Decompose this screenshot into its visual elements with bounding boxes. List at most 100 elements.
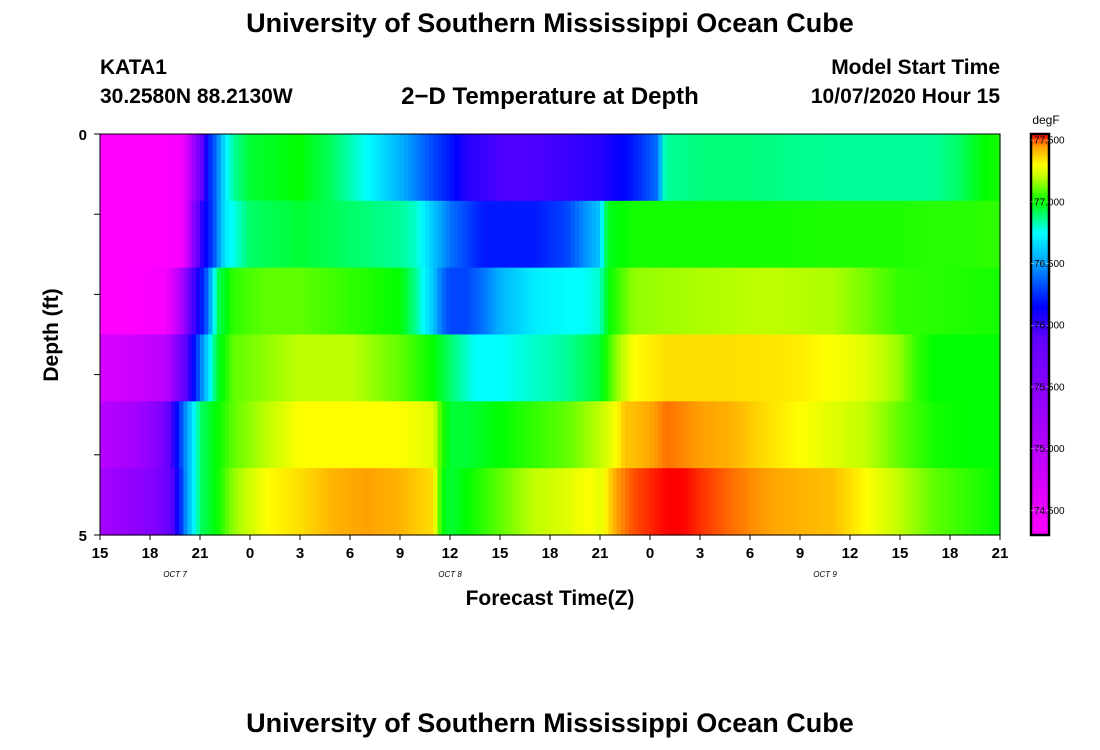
heatmap-cell (595, 401, 601, 469)
heatmap-cell (633, 134, 639, 202)
heatmap-cell (537, 401, 543, 469)
heatmap-cell (141, 267, 147, 336)
heatmap-cell (720, 468, 726, 536)
heatmap-cell (425, 468, 430, 536)
x-tick-label: 6 (746, 545, 754, 562)
heatmap-cell (883, 200, 889, 269)
heatmap-cell (912, 200, 918, 269)
heatmap-cell (470, 468, 476, 536)
heatmap-cell (600, 267, 605, 336)
heatmap-cell (941, 468, 947, 536)
heatmap-cell (316, 200, 322, 269)
heatmap-cell (958, 401, 964, 469)
heatmap-cell (408, 334, 414, 402)
heatmap-cell (383, 401, 389, 469)
heatmap-cell (820, 334, 826, 402)
heatmap-cell (445, 334, 451, 402)
heatmap-cell (287, 267, 293, 336)
heatmap-cell (858, 200, 864, 269)
heatmap-cell (312, 468, 318, 536)
heatmap-cell (850, 334, 855, 402)
heatmap-cell (916, 401, 922, 469)
heatmap-cell (562, 468, 568, 536)
heatmap-cell (729, 200, 734, 269)
heatmap-cell (304, 200, 309, 269)
heatmap-cell (150, 134, 155, 202)
heatmap-cell (970, 200, 976, 269)
heatmap-cell (758, 334, 764, 402)
heatmap-cell (129, 334, 134, 402)
heatmap-cell (962, 267, 968, 336)
heatmap-cell (508, 200, 514, 269)
heatmap-cell (445, 134, 451, 202)
heatmap-cell (625, 200, 630, 269)
heatmap-cell (458, 401, 464, 469)
heatmap-cell (395, 468, 401, 536)
y-axis-label: Depth (ft) (40, 288, 63, 381)
heatmap-cell (270, 401, 276, 469)
heatmap-cell (945, 200, 951, 269)
heatmap-cell (800, 267, 805, 336)
heatmap-row-depth-5 (100, 468, 1001, 536)
heatmap-cell (237, 401, 243, 469)
heatmap-cell (400, 134, 405, 202)
heatmap-cell (583, 200, 589, 269)
heatmap-cell (279, 468, 284, 536)
heatmap-cell (529, 401, 534, 469)
heatmap-cell (604, 334, 609, 402)
heatmap-cell (262, 134, 268, 202)
heatmap-cell (504, 401, 509, 469)
heatmap-cell (295, 200, 301, 269)
heatmap-cell (845, 134, 851, 202)
heatmap-cell (245, 267, 251, 336)
heatmap-cell (825, 134, 830, 202)
heatmap-cell (329, 401, 334, 469)
heatmap-cell (829, 401, 834, 469)
heatmap-cell (633, 267, 639, 336)
heatmap-cell (254, 468, 259, 536)
heatmap-cell (291, 468, 297, 536)
heatmap-row-depth-0 (100, 134, 1001, 202)
heatmap-cell (241, 134, 247, 202)
heatmap-cell (495, 134, 501, 202)
heatmap-cell (212, 200, 218, 269)
colorbar: 74.500 75.000 75.500 76.000 76.500 77.000 77.5… (1029, 132, 1065, 537)
heatmap-cell (783, 334, 789, 402)
heatmap-cell (362, 468, 368, 536)
heatmap-cell (608, 334, 614, 402)
heatmap-cell (950, 267, 955, 336)
heatmap-cell (958, 200, 964, 269)
heatmap-cell (100, 334, 105, 402)
heatmap-cell (420, 134, 426, 202)
heatmap-cell (962, 401, 968, 469)
x-tick-label: 3 (296, 545, 304, 562)
heatmap-cell (429, 468, 434, 536)
heatmap-cell (208, 401, 214, 469)
heatmap-cell (554, 267, 559, 336)
heatmap-cell (375, 468, 380, 536)
heatmap-cell (654, 134, 659, 202)
heatmap-cell (650, 401, 655, 469)
heatmap-cell (579, 267, 584, 336)
heatmap-cell (537, 267, 543, 336)
heatmap-cell (141, 468, 147, 536)
heatmap-cell (870, 401, 876, 469)
heatmap-cell (995, 401, 1001, 469)
heatmap-cell (604, 468, 609, 536)
heatmap-cell (958, 334, 964, 402)
heatmap-cell (137, 134, 143, 202)
heatmap-cell (329, 334, 334, 402)
heatmap-cell (812, 401, 818, 469)
heatmap-cell (487, 267, 493, 336)
heatmap-cell (541, 200, 547, 269)
heatmap-cell (387, 334, 393, 402)
heatmap-cell (400, 267, 405, 336)
heatmap-cell (541, 468, 547, 536)
heatmap-cell (266, 267, 272, 336)
heatmap-cell (983, 200, 989, 269)
heatmap-cell (954, 401, 959, 469)
heatmap-cell (270, 134, 276, 202)
heatmap-cell (358, 468, 364, 536)
heatmap-cell (862, 334, 868, 402)
heatmap-cell (866, 334, 872, 402)
